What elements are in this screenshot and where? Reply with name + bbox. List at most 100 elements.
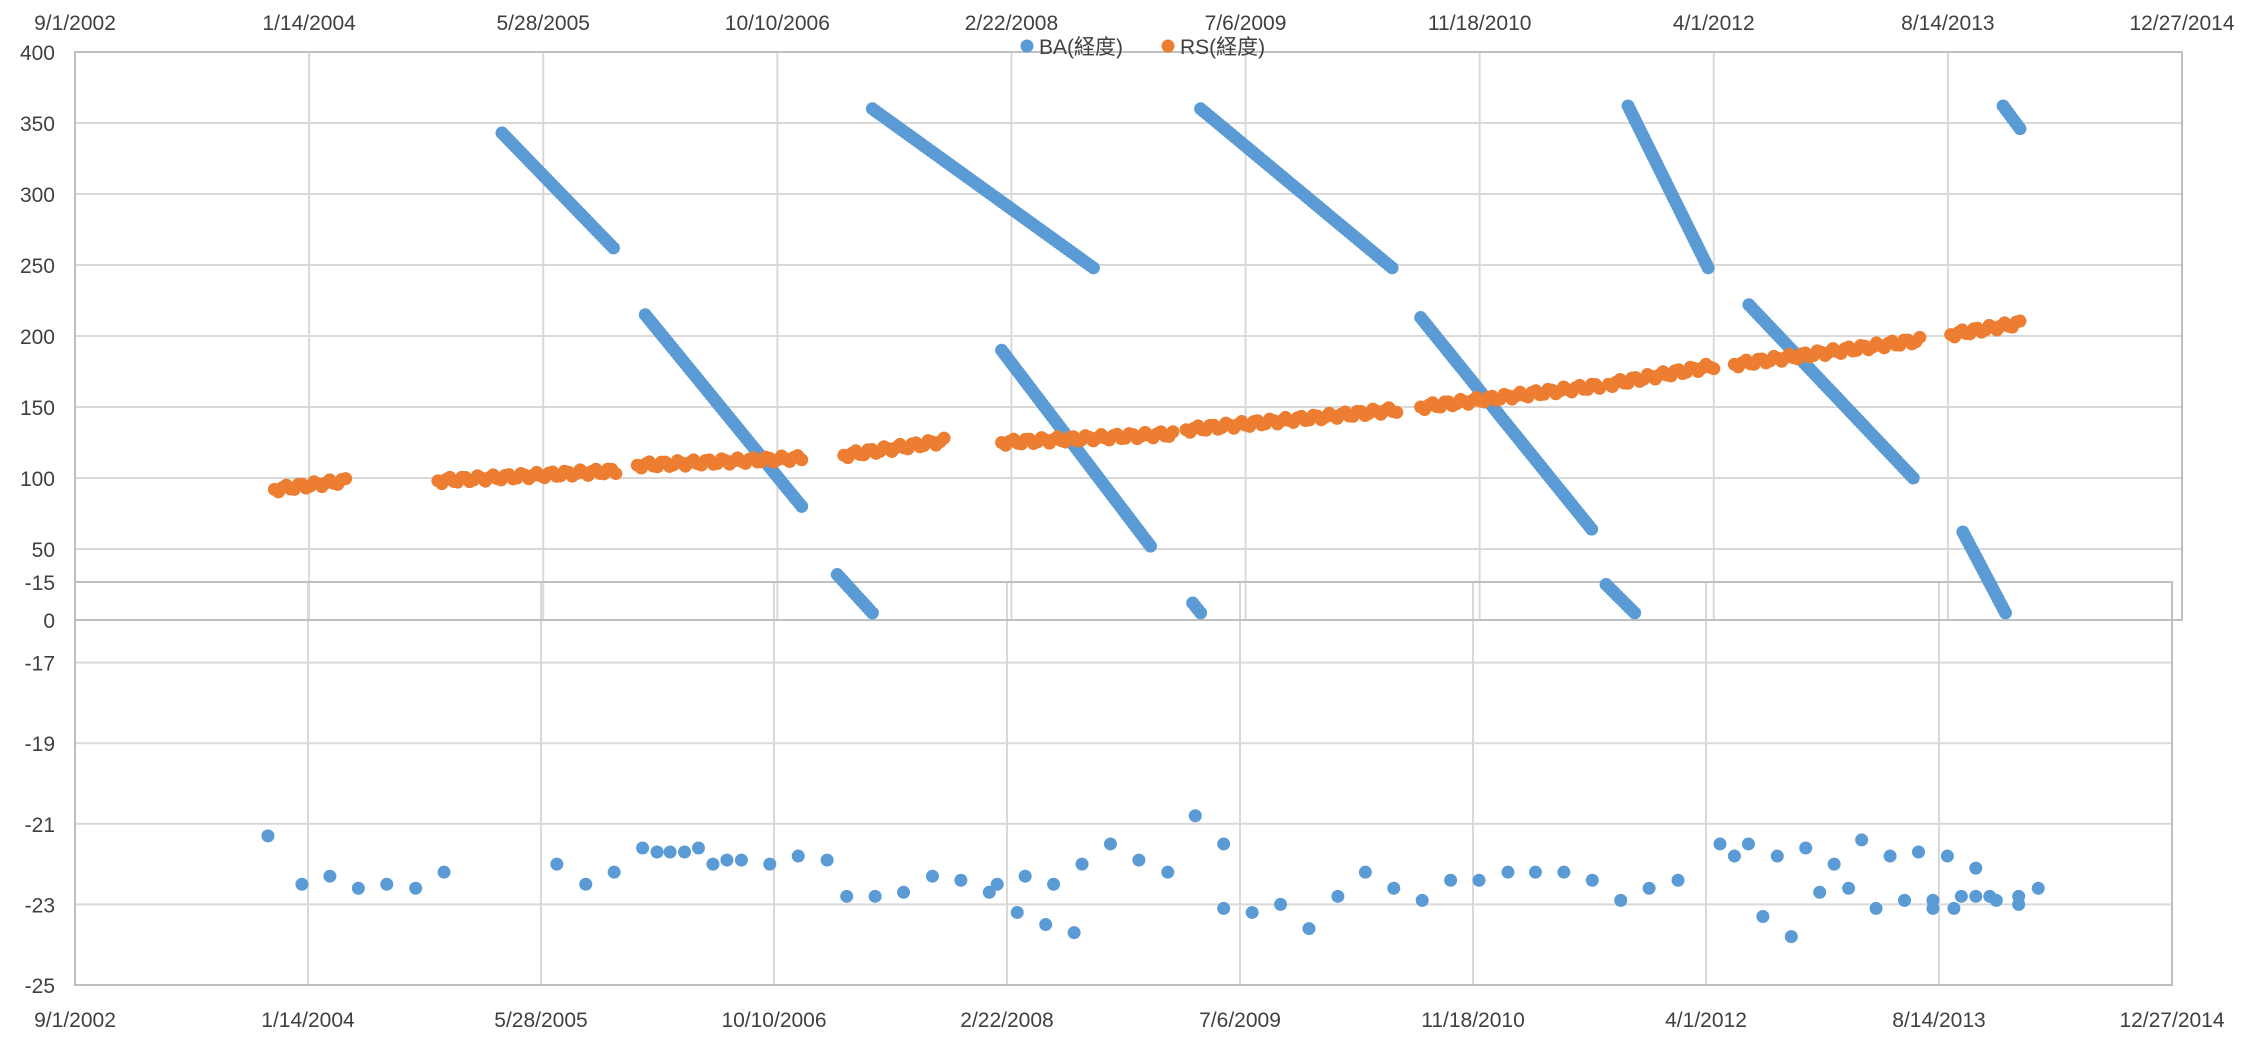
data-point [897,885,911,899]
y-tick-label: 50 [32,539,55,562]
data-point [323,869,337,883]
data-point [1911,845,1925,859]
axis-labels: 400 350 300 250 200 150 100 50 -15 0 -17 -19 -21 -23 -… [20,12,2235,1032]
data-point [607,865,621,879]
data-point [1302,922,1316,936]
y-tick-label: 350 [20,113,55,136]
data-point [1188,809,1202,823]
data-point [1245,905,1259,919]
x-tick-label-bottom: 7/6/2009 [1199,1009,1281,1032]
data-point [1358,865,1372,879]
data-point [609,467,623,481]
y-tick-label: 200 [20,326,55,349]
data-point [1444,873,1458,887]
data-point [1039,918,1053,932]
data-point [261,829,275,843]
y-tick-label: 300 [20,184,55,207]
data-points [261,99,2045,944]
data-point [791,849,805,863]
data-point [734,853,748,867]
data-point [1387,881,1401,895]
data-point [1018,869,1032,883]
data-point [1913,330,1927,344]
y-tick-label: -23 [25,894,55,917]
data-point [954,873,968,887]
y-tick-label: 400 [20,42,55,65]
data-point [1390,405,1404,419]
data-point [636,841,650,855]
data-point [1010,905,1024,919]
data-point [1954,889,1968,903]
data-point [1166,425,1180,439]
x-tick-label-top: 9/1/2002 [34,12,116,35]
data-point [1047,877,1061,891]
upper-plot-frame [74,51,2183,621]
data-point [1906,471,1920,485]
data-point [339,472,353,486]
data-point [663,845,677,859]
x-tick-label-bottom: 4/1/2012 [1665,1009,1747,1032]
x-tick-label-bottom: 10/10/2006 [721,1009,826,1032]
data-point [1217,837,1231,851]
data-point [579,877,593,891]
upper-series-rs [267,314,2027,499]
data-point [1585,873,1599,887]
y-tick-label: 100 [20,468,55,491]
x-tick-label-bottom: 2/22/2008 [960,1009,1053,1032]
data-point [1926,893,1940,907]
data-point [380,877,394,891]
legend-marker [1020,39,1034,53]
legend-label: RS(経度) [1180,36,1265,59]
data-point [295,877,309,891]
lower-series-ba [261,809,2045,944]
data-point [1898,893,1912,907]
data-point [1067,926,1081,940]
data-point [982,885,996,899]
lower-gridlines [74,582,2173,985]
y-tick-label: -17 [25,653,55,676]
data-point [1086,261,1100,275]
data-point [1713,837,1727,851]
data-point [1385,261,1399,275]
upper-series-ba [495,99,2027,620]
data-point [606,241,620,255]
data-point [1701,261,1715,275]
data-point [1799,841,1813,855]
data-point [925,869,939,883]
data-point [1528,865,1542,879]
data-point [1741,837,1755,851]
y-tick-label: -19 [25,733,55,756]
data-point [720,853,734,867]
data-point [1756,909,1770,923]
data-point [763,857,777,871]
y-tick-label: -21 [25,814,55,837]
data-point [1194,606,1208,620]
data-point [1947,901,1961,915]
data-point [1161,865,1175,879]
data-point [1883,849,1897,863]
y-tick-label: -25 [25,975,55,998]
data-point [1557,865,1571,879]
data-point [1969,861,1983,875]
data-point [1614,893,1628,907]
x-tick-label-top: 4/1/2012 [1673,12,1755,35]
data-point [1274,897,1288,911]
x-tick-label-top: 2/22/2008 [965,12,1058,35]
data-point [1671,873,1685,887]
data-point [795,453,809,467]
legend: BA(経度) RS(経度) [1020,36,1265,59]
x-tick-label-top: 8/14/2013 [1901,12,1994,35]
data-point [2031,881,2045,895]
data-point [1707,362,1721,376]
data-point [1132,853,1146,867]
data-point [2012,889,2026,903]
data-point [1998,606,2012,620]
data-point [1827,857,1841,871]
x-tick-label-bottom: 12/27/2014 [2119,1009,2224,1032]
data-point [692,841,706,855]
lower-plot-frame [74,581,2173,986]
data-point [2013,122,2027,136]
data-point [2013,314,2027,328]
